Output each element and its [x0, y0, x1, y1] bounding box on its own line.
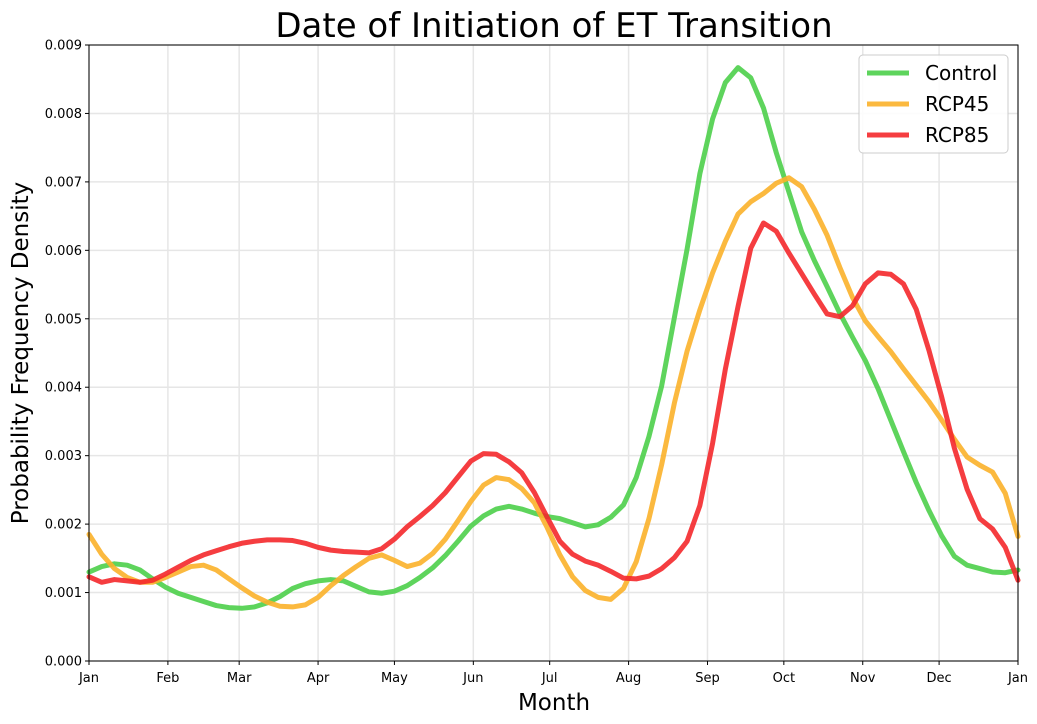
x-axis-label: Month [518, 690, 590, 716]
legend-items: Control RCP45 RCP85 [867, 61, 997, 147]
series-line-rcp45 [86, 175, 1021, 610]
x-tick-label: Sep [695, 671, 720, 686]
y-tick-label: 0.000 [45, 655, 82, 670]
chart-title: Date of Initiation of ET Transition [275, 6, 832, 46]
x-tick-label: Mar [227, 671, 252, 686]
x-tick-label: Jan [1007, 671, 1028, 686]
y-tick-label: 0.009 [45, 39, 82, 54]
x-tick-label: May [381, 671, 408, 686]
series-line-rcp85 [86, 220, 1021, 585]
x-tick-label: Jan [78, 671, 99, 686]
series-line-control [86, 65, 1021, 611]
y-tick-label: 0.008 [45, 107, 82, 122]
y-tick-label: 0.004 [45, 381, 82, 396]
y-tick-label: 0.005 [45, 312, 82, 327]
y-tick-label: 0.003 [45, 449, 82, 464]
y-tick-label: 0.007 [45, 175, 82, 190]
legend: Control RCP45 RCP85 [858, 54, 1009, 154]
x-tick-label: Dec [927, 671, 952, 686]
plot-area-frame [88, 44, 1019, 662]
x-tick-label: Aug [616, 671, 641, 686]
y-axis-label: Probability Frequency Density [8, 182, 34, 524]
series-layer [86, 65, 1021, 611]
x-tick-label: Jul [541, 671, 558, 686]
x-tick-label: Jun [462, 671, 483, 686]
x-tick-label: Nov [850, 671, 876, 686]
legend-label-rcp45: RCP45 [925, 92, 989, 116]
y-tick-label: 0.001 [45, 586, 82, 601]
x-tick-label: Apr [307, 671, 330, 686]
y-tick-label: 0.006 [45, 244, 82, 259]
x-tick-label: Feb [156, 671, 179, 686]
ticks-layer: Jan Feb Mar Apr May Jun Jul Aug Sep Oct Nov Dec Jan0… [45, 39, 1028, 687]
legend-frame [858, 54, 1009, 154]
y-tick-label: 0.002 [45, 518, 82, 533]
legend-label-rcp85: RCP85 [925, 123, 989, 147]
legend-label-control: Control [925, 61, 997, 85]
x-tick-label: Oct [773, 671, 795, 686]
